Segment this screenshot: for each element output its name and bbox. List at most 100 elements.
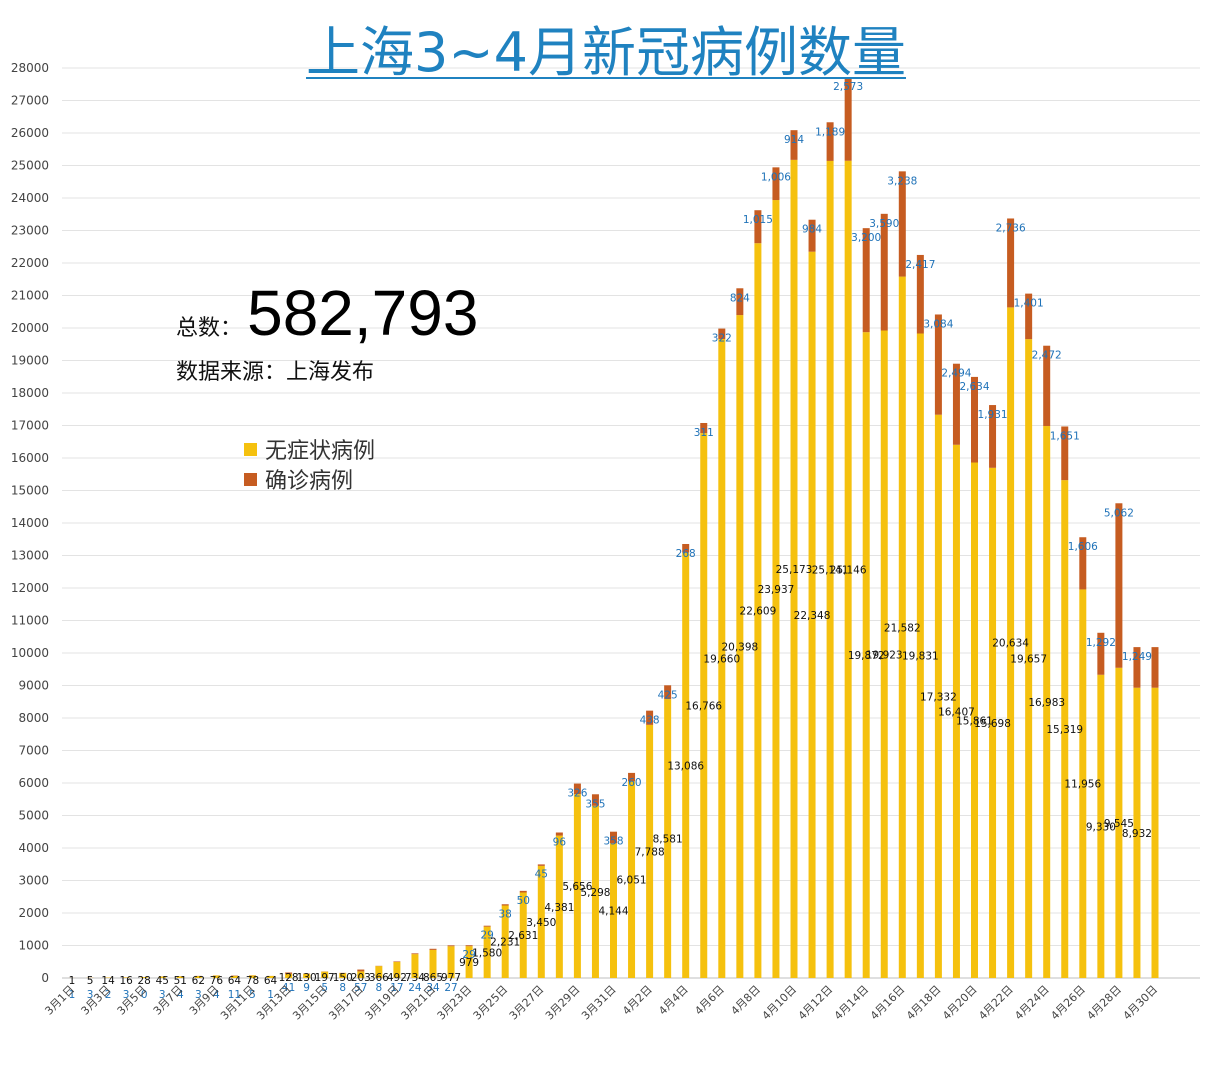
- data-label-confirmed: 1: [267, 989, 274, 1001]
- legend-item-asymptomatic: 无症状病例: [244, 434, 375, 464]
- y-tick-label: 0: [41, 971, 49, 985]
- data-label-asymptomatic: 23,937: [758, 584, 795, 596]
- data-label-confirmed: 4: [213, 989, 220, 1001]
- bar-confirmed: [1007, 218, 1015, 308]
- y-tick-label: 5000: [18, 809, 49, 823]
- data-label-asymptomatic: 1,580: [472, 947, 502, 959]
- bar-asymptomatic: [862, 332, 870, 978]
- bar-confirmed: [772, 167, 780, 201]
- data-label-confirmed: 3: [159, 989, 166, 1001]
- bar-asymptomatic: [140, 977, 148, 978]
- data-label-confirmed: 2,472: [1032, 350, 1062, 362]
- bar-confirmed: [465, 945, 473, 947]
- data-label-asymptomatic: 15,319: [1046, 724, 1083, 736]
- total-summary: 总数： 582,793: [176, 276, 478, 350]
- y-tick-label: 28000: [11, 61, 49, 75]
- bar-asymptomatic: [844, 160, 852, 978]
- data-label-confirmed: 0: [141, 989, 148, 1001]
- data-label-asymptomatic: 16,407: [938, 706, 975, 718]
- data-label-asymptomatic: 19,923: [866, 649, 903, 661]
- data-label-confirmed: 355: [585, 798, 605, 810]
- data-label-confirmed: 24: [408, 982, 422, 994]
- data-label-asymptomatic: 25,173: [776, 564, 813, 576]
- data-label-asymptomatic: 25,141: [812, 564, 849, 576]
- data-label-asymptomatic: 25,146: [830, 564, 867, 576]
- legend-swatch-confirmed: [244, 472, 257, 486]
- bar-confirmed: [1025, 293, 1033, 340]
- data-label-asymptomatic: 51: [174, 975, 187, 987]
- data-label-asymptomatic: 22,348: [794, 610, 831, 622]
- data-label-asymptomatic: 203: [351, 972, 371, 984]
- x-tick-label: 4月22日: [976, 983, 1016, 1023]
- data-label-asymptomatic: 3,450: [526, 917, 556, 929]
- bar-asymptomatic: [971, 462, 978, 979]
- bar-asymptomatic: [483, 926, 491, 978]
- bar-asymptomatic: [411, 954, 419, 978]
- data-label-asymptomatic: 62: [192, 975, 205, 987]
- bar-asymptomatic: [754, 243, 762, 978]
- data-label-confirmed: 1,249: [1122, 651, 1152, 663]
- y-tick-label: 3000: [18, 874, 49, 888]
- data-label-asymptomatic: 5,656: [562, 881, 592, 893]
- data-label-confirmed: 1: [69, 989, 76, 1001]
- bar-confirmed: [989, 405, 997, 468]
- bar-asymptomatic: [916, 333, 924, 978]
- bar-confirmed: [790, 130, 798, 160]
- data-label-confirmed: 11: [228, 989, 241, 1001]
- x-tick-label: 4月18日: [904, 983, 944, 1023]
- x-tick-label: 4月6日: [692, 983, 727, 1018]
- data-label-asymptomatic: 28: [138, 975, 151, 987]
- data-label-confirmed: 260: [622, 777, 642, 789]
- bar-confirmed: [916, 254, 924, 334]
- data-label-asymptomatic: 16,766: [685, 701, 722, 713]
- bar-asymptomatic: [952, 444, 960, 979]
- data-label-asymptomatic: 19,657: [1010, 654, 1047, 666]
- bar-confirmed: [628, 772, 636, 782]
- data-label-confirmed: 17: [390, 982, 403, 994]
- y-tick-label: 20000: [11, 321, 49, 335]
- bar-asymptomatic: [285, 973, 293, 978]
- data-label-asymptomatic: 22,609: [740, 606, 777, 618]
- y-tick-label: 12000: [11, 581, 49, 595]
- x-tick-label: 3月17日: [326, 983, 366, 1023]
- y-tick-label: 15000: [11, 484, 49, 498]
- bar-asymptomatic: [1133, 687, 1141, 978]
- bar-asymptomatic: [989, 467, 997, 978]
- x-tick-label: 3月19日: [362, 983, 402, 1023]
- data-label-asymptomatic: 2,231: [490, 937, 520, 949]
- bar-confirmed: [610, 831, 617, 844]
- bar-confirmed: [682, 543, 690, 553]
- data-label-asymptomatic: 9,330: [1086, 821, 1116, 833]
- data-label-asymptomatic: 17,332: [920, 691, 957, 703]
- bar-confirmed: [971, 376, 978, 463]
- bar-asymptomatic: [808, 251, 816, 978]
- bar-confirmed: [591, 794, 599, 806]
- bar-asymptomatic: [1061, 480, 1069, 978]
- data-label-confirmed: 27: [444, 982, 457, 994]
- data-label-asymptomatic: 150: [333, 972, 353, 984]
- bar-confirmed: [1079, 537, 1087, 590]
- bar-asymptomatic: [628, 781, 636, 978]
- data-label-confirmed: 3: [195, 989, 202, 1001]
- y-tick-label: 23000: [11, 224, 49, 238]
- data-label-confirmed: 5,062: [1104, 507, 1134, 519]
- data-label-confirmed: 1,189: [815, 126, 845, 138]
- data-label-confirmed: 3: [123, 989, 130, 1001]
- legend-swatch-asymptomatic: [244, 442, 257, 456]
- x-tick-label: 4月12日: [796, 983, 836, 1023]
- data-label-confirmed: 3: [87, 989, 94, 1001]
- data-label-confirmed: 2,417: [905, 259, 935, 271]
- data-label-asymptomatic: 11,956: [1064, 779, 1101, 791]
- y-tick-label: 27000: [11, 94, 49, 108]
- data-label-asymptomatic: 16: [119, 975, 133, 987]
- data-label-confirmed: 824: [730, 292, 750, 304]
- bar-confirmed: [808, 219, 816, 252]
- y-tick-label: 17000: [11, 419, 49, 433]
- data-label-asymptomatic: 5,298: [580, 887, 610, 899]
- bar-asymptomatic: [1007, 307, 1015, 978]
- bar-asymptomatic: [267, 975, 275, 978]
- data-source: 数据来源：上海发布: [176, 360, 375, 385]
- data-label-confirmed: 425: [658, 689, 678, 701]
- legend-label-asymptomatic: 无症状病例: [265, 439, 376, 464]
- bar-confirmed: [898, 171, 906, 277]
